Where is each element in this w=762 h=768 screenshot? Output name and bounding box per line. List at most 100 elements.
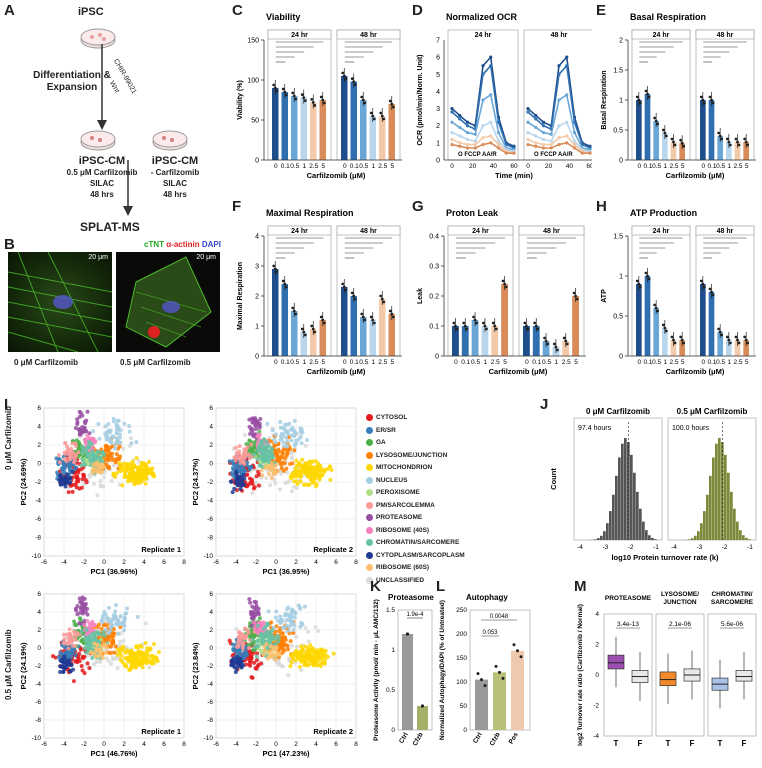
- pca-point: [266, 609, 271, 614]
- x-tick-label: 0.1: [281, 163, 290, 170]
- facet-strip: [336, 29, 401, 40]
- x-axis-label: PC1 (46.76%): [90, 749, 138, 758]
- splat-ms-label: SPLAT-MS: [80, 220, 140, 234]
- y-tick-label: 0: [595, 672, 599, 679]
- pca-point: [98, 478, 103, 483]
- bar: [291, 96, 298, 160]
- facet-header: 24 hr: [475, 32, 492, 39]
- pca-point: [87, 666, 92, 671]
- x-tick-label: -1: [747, 544, 753, 551]
- pca-point: [67, 650, 72, 655]
- pca-point: [123, 650, 128, 655]
- pca-point: [276, 455, 281, 460]
- pca-point: [76, 450, 81, 455]
- pca-point: [294, 458, 299, 463]
- pca-point: [106, 422, 111, 427]
- data-point: [341, 282, 345, 286]
- histogram-bar: [712, 457, 715, 540]
- pca-point: [79, 629, 84, 634]
- ocr-point: [580, 151, 584, 155]
- data-point: [572, 291, 576, 295]
- data-point: [734, 335, 738, 339]
- pca-point: [88, 649, 93, 654]
- y-tick-label: 0: [209, 645, 213, 652]
- data-point: [319, 315, 323, 319]
- data-point: [292, 94, 296, 98]
- pca-point: [307, 482, 312, 487]
- pca-point: [100, 655, 105, 660]
- pca-point: [254, 600, 259, 605]
- data-point: [494, 327, 498, 331]
- pca-point: [255, 457, 260, 462]
- pca-point: [288, 461, 293, 466]
- legend-label: GA: [376, 439, 386, 446]
- ocr-point: [565, 55, 569, 59]
- x-tick-label: 2.5: [733, 359, 742, 366]
- pca-point: [68, 634, 73, 639]
- arrow-down-2-icon: [123, 160, 133, 216]
- pca-point: [269, 476, 274, 481]
- data-point: [746, 143, 750, 147]
- pca-point: [73, 426, 78, 431]
- data-point: [637, 282, 641, 286]
- ocr-point: [473, 139, 477, 143]
- y-axis-label: log2 Turnover rate ratio (Carfilzomib / …: [577, 604, 584, 746]
- y-tick-label: 0.2: [429, 294, 439, 301]
- x-tick-label: -2: [628, 544, 634, 551]
- bar: [388, 314, 395, 356]
- pca-point: [78, 410, 83, 415]
- pca-point: [256, 644, 261, 649]
- pca-point: [232, 486, 237, 491]
- x-tick-label: 4: [314, 559, 318, 566]
- pca-point: [280, 449, 285, 454]
- pca-point: [286, 628, 291, 633]
- pca-point: [308, 643, 313, 648]
- pca-point: [71, 679, 76, 684]
- x-tick-label: 1: [664, 359, 668, 366]
- pca-point: [70, 441, 75, 446]
- pca-point: [109, 634, 114, 639]
- pca-point: [282, 648, 287, 653]
- pca-point: [84, 418, 89, 423]
- y-tick-label: 1: [255, 324, 259, 331]
- y-tick-label: 150: [456, 655, 467, 662]
- pca-point: [300, 457, 305, 462]
- y-tick-label: 4: [37, 609, 41, 616]
- pca-point: [250, 604, 255, 609]
- x-tick-label: -4: [671, 544, 677, 551]
- x-tick-label: 0: [638, 163, 642, 170]
- y-tick-label: 2: [619, 38, 623, 45]
- x-tick-label: -4: [233, 559, 239, 566]
- pca-point: [303, 644, 308, 649]
- x-tick-label: 1: [302, 163, 306, 170]
- pca-point: [302, 662, 307, 667]
- bar: [644, 276, 651, 356]
- pca-point: [263, 633, 268, 638]
- data-point: [565, 342, 569, 346]
- ocr-point: [481, 64, 485, 68]
- data-point: [452, 321, 456, 325]
- data-point: [501, 676, 505, 680]
- data-point: [647, 95, 651, 99]
- pca-point: [123, 611, 128, 616]
- data-point: [743, 335, 747, 339]
- pca-point: [70, 470, 75, 475]
- y-tick-label: 0: [463, 727, 467, 734]
- data-point: [382, 300, 386, 304]
- x-tick-label: 1: [728, 359, 732, 366]
- pca-point: [250, 651, 255, 656]
- pca-point: [273, 440, 278, 445]
- histogram-bar: [621, 443, 624, 540]
- pca-point: [93, 456, 98, 461]
- panel-label-j: J: [540, 396, 549, 413]
- turnover-histogram: Count 0 μM Carfilzomib 97.4 hours -4 -3 -2 -1 0…: [549, 407, 757, 562]
- bar: [717, 136, 723, 160]
- histogram-bar: [615, 475, 618, 540]
- ocr-point: [534, 113, 538, 118]
- data-point: [727, 140, 731, 144]
- ocr-point: [557, 64, 561, 68]
- y-tick-label: 4: [436, 89, 440, 96]
- pca-point: [297, 650, 302, 655]
- pca-point: [63, 484, 68, 489]
